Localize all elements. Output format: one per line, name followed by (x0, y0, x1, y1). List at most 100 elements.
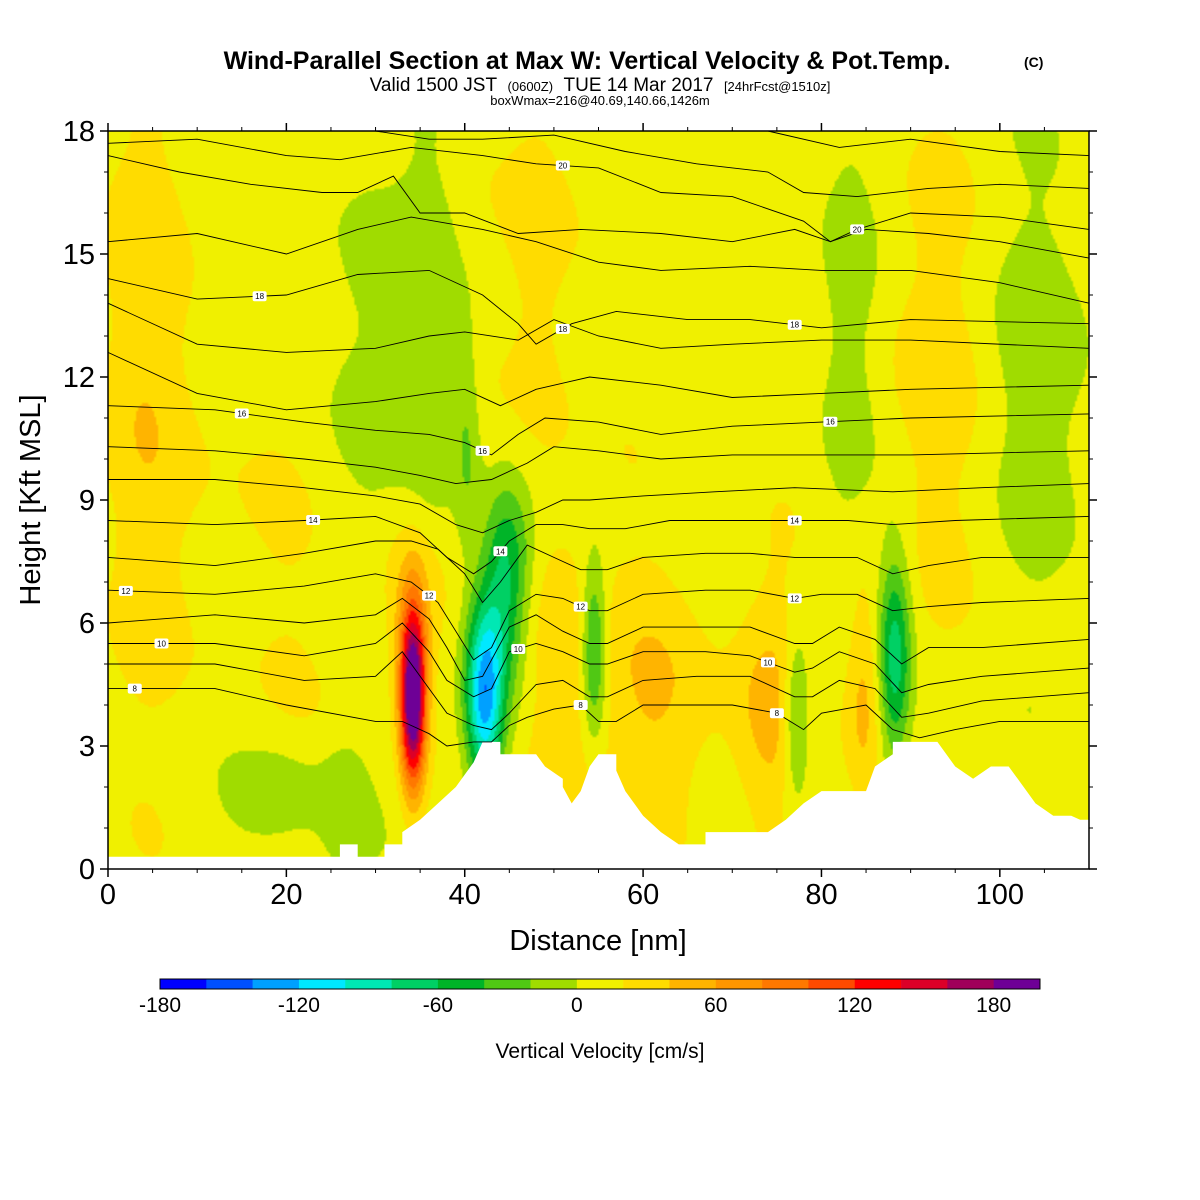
contour-label: 12 (121, 587, 130, 596)
theta-contour-16 (375, 130, 1090, 198)
colorbar-swatch (484, 979, 531, 989)
colorbar-tick-label: 60 (704, 994, 727, 1017)
colorbar-swatch (530, 979, 578, 989)
x-axis-label: Distance [nm] (509, 925, 686, 957)
contour-label-bg (850, 224, 865, 235)
theta-contour-10 (107, 351, 1090, 411)
theta-contour-13 (107, 216, 1090, 304)
contour-label: 20 (853, 225, 862, 234)
colorbar-swatch (345, 979, 392, 989)
contour-label-bg (823, 416, 838, 427)
contour-label: 18 (255, 292, 264, 301)
subtitle-zulu: (0600Z) (508, 79, 554, 94)
colorbar-swatch (160, 979, 207, 989)
x-axis: 0 20 40 60 80 100 (100, 123, 1045, 911)
contour-label: 8 (775, 709, 780, 718)
theta-contour-15 (107, 138, 1090, 243)
x-tick-label: 20 (270, 879, 302, 911)
chart-subtitle: Valid 1500 JST (0600Z) TUE 14 Mar 2017 [… (370, 75, 831, 96)
contour-label: 10 (514, 645, 523, 654)
colorbar-swatch (669, 979, 717, 989)
colorbar-swatch (854, 979, 902, 989)
colorbar-tick-label: 120 (837, 994, 872, 1017)
x-tick-label: 40 (449, 879, 481, 911)
colorbar-swatch (808, 979, 856, 989)
x-tick-label: 60 (627, 879, 659, 911)
x-tick-label: 0 (100, 879, 116, 911)
plot-area: 8 8 8 10 10 10 12 12 12 12 14 14 14 16 16 16 18 18 18 20 20 (107, 130, 1090, 870)
subtitle-date: TUE 14 Mar 2017 (564, 75, 714, 96)
colorbar-frame (159, 978, 1041, 990)
x-tick-label: 100 (976, 879, 1024, 911)
contour-label: 18 (790, 321, 799, 330)
theta-contour-0 (108, 688, 1089, 747)
contour-label: 14 (496, 547, 505, 556)
contour-label-bg (475, 445, 490, 456)
y-axis-label: Height [Kft MSL] (15, 394, 47, 605)
theta-contour-9 (107, 405, 1090, 456)
y-tick-label: 6 (79, 608, 95, 640)
contour-label-bg (511, 643, 526, 654)
contour-label-bg (573, 601, 588, 612)
theta-contour-11 (107, 302, 1090, 353)
colorbar-swatch (993, 979, 1041, 989)
contour-label: 8 (133, 685, 138, 694)
terrain (108, 741, 1089, 869)
y-axis: 0 3 6 9 12 15 18 (63, 116, 1097, 886)
contour-label-bg (234, 408, 249, 419)
contour-label-bg (422, 590, 437, 601)
contour-label-bg (787, 319, 802, 330)
subtitle-valid: Valid 1500 JST (370, 75, 498, 96)
colorbar-swatch (206, 979, 253, 989)
theta-contour-6 (107, 515, 1090, 575)
theta-contour-17 (767, 130, 1090, 157)
contour-label-bg (127, 683, 142, 694)
chart-title-mark: (C) (1024, 54, 1043, 70)
x-tick-label: 80 (805, 879, 837, 911)
contour-label: 16 (826, 418, 835, 427)
colorbar-tick-label: -60 (423, 994, 453, 1017)
colorbar-label: Vertical Velocity [cm/s] (496, 1040, 705, 1063)
contour-label: 12 (425, 592, 434, 601)
y-tick-label: 0 (79, 854, 95, 886)
contour-label-bg (555, 160, 570, 171)
colorbar-swatch (298, 979, 346, 989)
theta-contours: 8 8 8 10 10 10 12 12 12 12 14 14 14 16 16 16 18 18 18 20 20 (107, 130, 1090, 747)
colorbar-tick-label: -180 (139, 994, 181, 1017)
colorbar-swatch (252, 979, 300, 989)
contour-label: 10 (763, 658, 772, 667)
contour-label: 14 (790, 517, 799, 526)
contour-label-bg (493, 546, 508, 557)
colorbar-tick-label: 0 (571, 994, 583, 1017)
subtitle-forecast: [24hrFcst@1510z] (724, 79, 830, 94)
colorbar-swatch (437, 979, 485, 989)
colorbar-swatch (576, 979, 624, 989)
contour-label: 10 (157, 640, 166, 649)
contour-label: 20 (558, 162, 567, 171)
contour-label-bg (787, 593, 802, 604)
contour-label: 16 (237, 409, 246, 418)
y-tick-label: 18 (63, 116, 95, 148)
chart-subtitle-2: boxWmax=216@40.69,140.66,1426m (490, 93, 710, 108)
contour-label: 18 (558, 325, 567, 334)
contour-label-bg (555, 323, 570, 334)
contour-label: 12 (576, 603, 585, 612)
colorbar-swatch (391, 979, 439, 989)
contour-label-bg (252, 291, 267, 302)
contour-label-bg (769, 708, 784, 719)
theta-contour-2 (108, 622, 1090, 698)
theta-contour-7 (108, 479, 1090, 534)
contour-label-bg (787, 515, 802, 526)
contour-label-bg (306, 514, 321, 525)
contour-label: 12 (790, 594, 799, 603)
contour-label-bg (573, 700, 588, 710)
contour-label-bg (154, 638, 169, 649)
theta-contour-14 (107, 155, 1090, 259)
colorbar: -180 -120 -60 0 60 120 180 (139, 978, 1041, 1017)
y-tick-label: 9 (79, 485, 95, 517)
colorbar-tick-label: -120 (278, 994, 320, 1017)
colorbar-swatch (623, 979, 670, 989)
contour-label: 8 (578, 701, 583, 710)
theta-contour-1 (108, 651, 1090, 731)
theta-contour-8 (107, 446, 1090, 485)
